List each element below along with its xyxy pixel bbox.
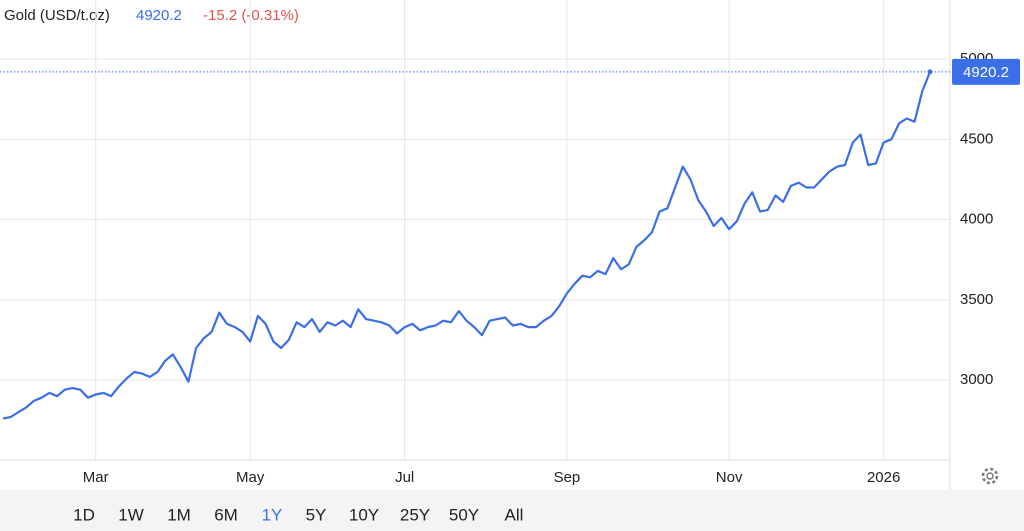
- range-button[interactable]: 6M: [214, 505, 238, 524]
- y-tick-label: 3000: [960, 371, 993, 388]
- range-button[interactable]: 1W: [118, 505, 144, 524]
- gear-hole: [986, 472, 994, 480]
- range-button[interactable]: 1D: [73, 505, 95, 524]
- range-bar: [0, 490, 1024, 531]
- last-point: [927, 69, 933, 75]
- x-tick-label: Nov: [716, 469, 743, 486]
- x-tick-label: 2026: [867, 469, 900, 486]
- range-button[interactable]: 1Y: [262, 505, 283, 524]
- range-button[interactable]: 5Y: [306, 505, 327, 524]
- y-tick-label: 4500: [960, 130, 993, 147]
- x-tick-label: Jul: [395, 469, 414, 486]
- price-line: [2, 71, 932, 420]
- price-change: -15.2 (-0.31%): [203, 7, 299, 24]
- y-tick-label: 4000: [960, 211, 993, 228]
- range-button[interactable]: 25Y: [400, 505, 430, 524]
- x-tick-label: Sep: [554, 469, 581, 486]
- y-tick-label: 3500: [960, 291, 993, 308]
- x-tick-label: Mar: [83, 469, 109, 486]
- chart-title: Gold (USD/t.oz): [4, 7, 110, 24]
- last-price-box: [952, 58, 1020, 85]
- range-button[interactable]: 1M: [167, 505, 191, 524]
- range-button[interactable]: 10Y: [349, 505, 379, 524]
- x-tick-label: May: [236, 469, 265, 486]
- range-button[interactable]: All: [505, 505, 524, 524]
- price: 4920.2: [136, 7, 182, 24]
- range-button[interactable]: 50Y: [449, 505, 479, 524]
- last-price-label: 4920.2: [963, 64, 1009, 81]
- settings-icon[interactable]: [981, 467, 999, 485]
- gear: [981, 467, 999, 485]
